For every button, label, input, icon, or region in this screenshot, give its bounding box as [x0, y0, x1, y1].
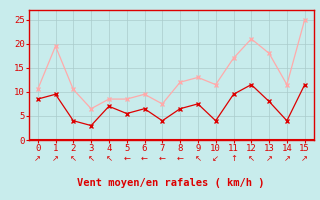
Text: ↖: ↖: [248, 154, 255, 163]
Text: ↗: ↗: [266, 154, 273, 163]
Text: ←: ←: [177, 154, 184, 163]
Text: ↗: ↗: [34, 154, 41, 163]
Text: ↗: ↗: [52, 154, 59, 163]
Text: ↖: ↖: [88, 154, 95, 163]
Text: ↖: ↖: [70, 154, 77, 163]
Text: ←: ←: [159, 154, 166, 163]
X-axis label: Vent moyen/en rafales ( km/h ): Vent moyen/en rafales ( km/h ): [77, 178, 265, 188]
Text: ↑: ↑: [230, 154, 237, 163]
Text: ←: ←: [141, 154, 148, 163]
Text: ↙: ↙: [212, 154, 219, 163]
Text: ↖: ↖: [105, 154, 112, 163]
Text: ←: ←: [123, 154, 130, 163]
Text: ↖: ↖: [195, 154, 201, 163]
Text: ↗: ↗: [301, 154, 308, 163]
Text: ↗: ↗: [284, 154, 291, 163]
